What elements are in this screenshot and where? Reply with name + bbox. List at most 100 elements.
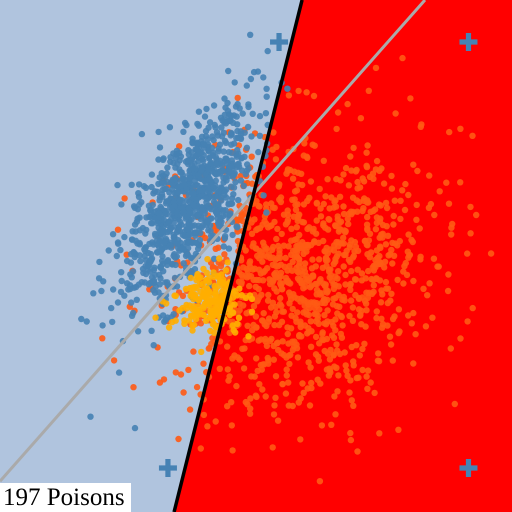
clean-class-b-point <box>358 321 365 328</box>
clean-class-b-point <box>414 167 421 175</box>
clean-class-b-point <box>333 303 341 310</box>
clean-class-a-point <box>207 227 214 235</box>
clean-class-a-point <box>130 203 138 210</box>
clean-class-b-point <box>256 294 263 301</box>
clean-class-b-point <box>410 309 417 317</box>
clean-class-b-point <box>175 435 182 443</box>
clean-class-b-point <box>200 360 207 367</box>
clean-class-a-point <box>207 232 215 239</box>
clean-class-a-point <box>203 105 210 113</box>
clean-class-b-point <box>347 377 354 384</box>
clean-class-b-point <box>457 335 464 342</box>
clean-class-a-point <box>218 162 226 169</box>
clean-class-a-point <box>284 85 291 92</box>
clean-class-b-point <box>328 421 335 428</box>
clean-class-b-point <box>347 436 355 444</box>
clean-class-b-point <box>269 146 276 153</box>
clean-class-b-point <box>354 448 361 455</box>
clean-class-b-point <box>445 200 453 207</box>
clean-class-b-point <box>371 389 378 397</box>
poison-point <box>219 280 226 287</box>
clean-class-a-point <box>143 226 150 234</box>
clean-class-a-point <box>159 156 167 163</box>
clean-class-b-point <box>388 246 395 254</box>
poison-point <box>231 288 238 295</box>
clean-class-a-point <box>212 208 220 215</box>
clean-class-b-point <box>283 372 290 379</box>
clean-class-b-point <box>322 193 329 200</box>
clean-class-b-point <box>431 211 438 219</box>
clean-class-b-point <box>316 306 323 313</box>
clean-class-b-point <box>343 367 350 374</box>
clean-class-a-point <box>262 110 270 117</box>
clean-class-a-point <box>110 286 117 293</box>
clean-class-a-point <box>130 309 137 317</box>
plus-marker-bottom-right <box>459 458 478 477</box>
clean-class-b-point <box>221 251 228 258</box>
clean-class-b-point <box>326 205 333 212</box>
poison-point <box>203 277 210 284</box>
poison-point <box>183 305 190 312</box>
clean-class-b-point <box>417 256 424 263</box>
clean-class-b-point <box>446 128 453 136</box>
clean-class-b-point <box>372 226 380 233</box>
clean-class-b-point <box>353 342 360 349</box>
clean-class-b-point <box>110 357 118 364</box>
clean-class-b-point <box>204 423 211 430</box>
clean-class-b-point <box>324 226 332 233</box>
clean-class-b-point <box>340 171 347 178</box>
clean-class-b-point <box>386 333 394 340</box>
clean-class-a-point <box>264 47 271 55</box>
clean-class-a-point <box>191 177 198 185</box>
clean-class-b-point <box>229 355 236 362</box>
clean-class-b-point <box>257 270 265 277</box>
clean-class-b-point <box>319 329 326 336</box>
clean-class-b-point <box>332 197 339 204</box>
clean-class-b-point <box>238 257 245 264</box>
clean-class-b-point <box>358 270 366 277</box>
clean-class-b-point <box>299 218 306 226</box>
clean-class-a-point <box>238 167 246 174</box>
clean-class-a-point <box>155 128 162 136</box>
poison-point <box>193 276 200 284</box>
clean-class-b-point <box>291 188 299 195</box>
clean-class-b-point <box>407 95 414 102</box>
clean-decision-boundary <box>0 0 427 483</box>
boundary-lines <box>0 0 427 512</box>
clean-class-a-point <box>186 231 193 238</box>
clean-class-b-point <box>291 196 298 203</box>
poison-point <box>229 322 236 329</box>
clean-class-b-point <box>121 195 128 202</box>
clean-class-b-point <box>324 176 331 183</box>
clean-class-a-point <box>190 184 197 191</box>
clean-class-a-point <box>176 183 183 190</box>
clean-class-b-point <box>260 310 267 317</box>
clean-class-b-point <box>373 314 380 322</box>
clean-class-b-point <box>430 255 438 262</box>
clean-class-b-point <box>234 237 242 245</box>
clean-class-b-point <box>300 389 307 396</box>
clean-class-a-point <box>215 148 222 155</box>
clean-class-b-point <box>312 263 319 270</box>
clean-class-b-point <box>292 206 300 213</box>
clean-class-a-point <box>225 67 232 75</box>
clean-class-b-point <box>228 422 235 429</box>
clean-class-a-point <box>197 149 204 156</box>
poison-point <box>225 305 233 312</box>
poison-point <box>171 292 178 299</box>
clean-class-a-point <box>163 170 170 177</box>
clean-class-b-point <box>357 115 365 122</box>
clean-class-b-point <box>273 340 281 347</box>
clean-class-b-point <box>322 321 330 328</box>
clean-class-b-point <box>370 175 377 182</box>
poison-point <box>198 348 205 356</box>
clean-class-b-point <box>293 264 300 272</box>
clean-class-b-point <box>312 230 320 237</box>
clean-class-b-point <box>302 275 309 283</box>
clean-class-b-point <box>248 153 255 160</box>
clean-class-b-point <box>373 247 381 254</box>
clean-class-b-point <box>327 346 334 354</box>
clean-class-b-point <box>286 300 293 307</box>
clean-class-b-point <box>337 312 345 320</box>
clean-class-a-point <box>227 163 235 170</box>
